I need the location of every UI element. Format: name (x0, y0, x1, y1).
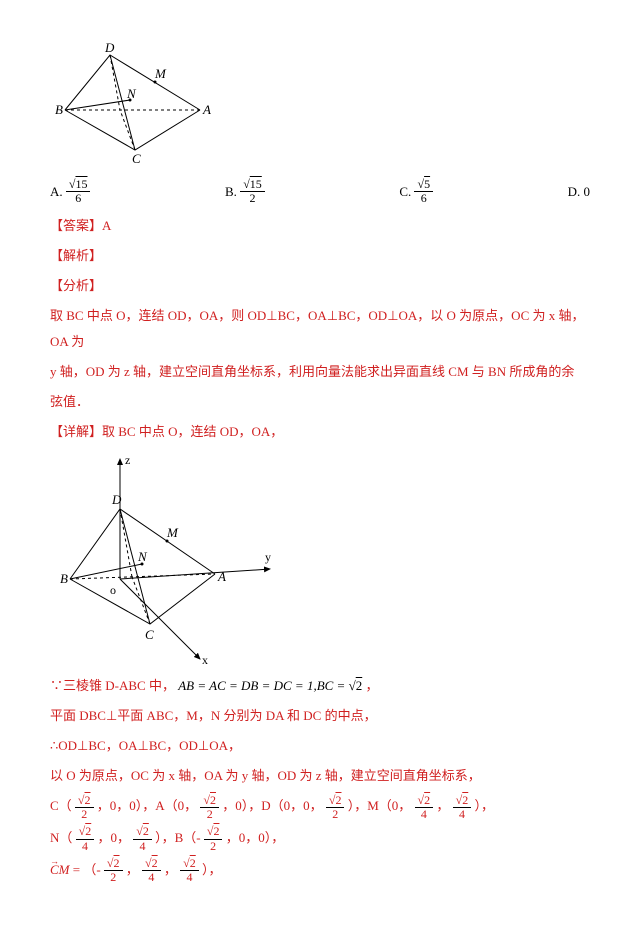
option-A: A. √156 (50, 178, 90, 205)
option-D: D. 0 (568, 179, 590, 205)
line-4: 以 O 为原点，OC 为 x 轴，OA 为 y 轴，OD 为 z 轴，建立空间直… (50, 763, 590, 789)
option-B-label: B. (225, 179, 237, 205)
label-M: M (154, 66, 167, 81)
line1-math: AB = AC = DB = DC = 1,BC = (178, 678, 348, 693)
xiangjie-line: 【详解】取 BC 中点 O，连结 OD，OA， (50, 419, 590, 445)
coords-line-2: N（ √24 ，0， √24 ），B（- √22 ，0，0）， (50, 825, 590, 853)
axis-z: z (125, 453, 130, 467)
line-2: 平面 DBC⊥平面 ABC，M，N 分别为 DA 和 DC 的中点， (50, 703, 590, 729)
xiangjie-label: 【详解】 (50, 424, 102, 439)
option-C-label: C. (399, 179, 411, 205)
answer-label: 【答案】 (50, 218, 102, 233)
label2-B: B (60, 571, 68, 586)
label2-C: C (145, 627, 154, 642)
options-row: A. √156 B. √152 C. √56 D. 0 (50, 178, 590, 205)
label2-A: A (217, 569, 226, 584)
option-C: C. √56 (399, 178, 433, 205)
coords-line-3: →CM = （- √22 ， √24 ， √24 ）， (50, 857, 590, 885)
label2-O: o (110, 583, 116, 597)
label2-D: D (111, 492, 122, 507)
line-1: ∵三棱锥 D-ABC 中， AB = AC = DB = DC = 1,BC =… (50, 673, 590, 699)
fenxi-text-2: y 轴，OD 为 z 轴，建立空间直角坐标系，利用向量法能求出异面直线 CM 与… (50, 359, 590, 385)
label-C: C (132, 151, 141, 166)
answer-line: 【答案】A (50, 213, 590, 239)
line-3: ∴OD⊥BC，OA⊥BC，OD⊥OA， (50, 733, 590, 759)
label-N: N (126, 86, 137, 101)
axis-x: x (202, 653, 208, 667)
fenxi-text-3: 弦值． (50, 389, 590, 415)
figure-2: z y x D M N B A C o (50, 449, 590, 669)
figure-1: D M N B A C (50, 40, 590, 170)
option-B: B. √152 (225, 178, 265, 205)
line1-pre: ∵三棱锥 D-ABC 中， (50, 678, 175, 693)
fenxi-label: 【分析】 (50, 273, 590, 299)
option-D-value: 0 (584, 179, 591, 205)
analysis-label: 【解析】 (50, 243, 590, 269)
line1-sqrt: 2 (356, 678, 363, 693)
axis-y: y (265, 550, 271, 564)
label2-N: N (137, 549, 148, 564)
coords-line-1: C（ √22 ，0，0），A（0， √22 ，0），D（0，0， √22 ），M… (50, 793, 590, 821)
xiangjie-text: 取 BC 中点 O，连结 OD，OA， (102, 424, 283, 439)
fenxi-text-1: 取 BC 中点 O，连结 OD，OA，则 OD⊥BC，OA⊥BC，OD⊥OA，以… (50, 303, 590, 355)
answer-value: A (102, 218, 111, 233)
option-A-label: A. (50, 179, 63, 205)
line1-post: ， (365, 678, 378, 693)
label2-M: M (166, 525, 179, 540)
label-B: B (55, 102, 63, 117)
label-A: A (202, 102, 211, 117)
option-D-label: D. (568, 179, 581, 205)
label-D: D (104, 40, 115, 55)
